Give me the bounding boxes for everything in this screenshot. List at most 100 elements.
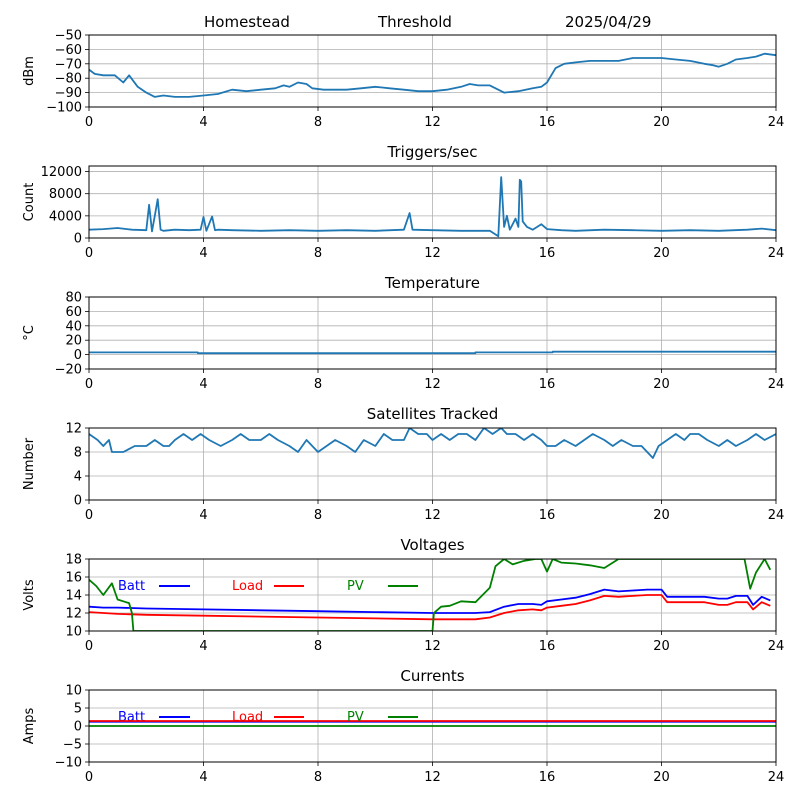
currents-legend-pv-label: PV <box>347 710 364 725</box>
satellites-xtick-label: 4 <box>199 508 207 523</box>
voltages-ytick-label: 14 <box>65 589 82 604</box>
signal-xtick-label: 4 <box>199 115 207 130</box>
voltages-legend-pv-label: PV <box>347 579 364 594</box>
signal-ytick-label: −80 <box>55 72 82 87</box>
temperature-xtick-label: 0 <box>85 377 93 392</box>
triggers-series-line <box>89 176 776 238</box>
satellites-series-line <box>89 428 776 459</box>
voltages-ytick-label: 12 <box>65 607 82 622</box>
voltages-xtick-label: 0 <box>85 639 93 654</box>
temperature-ytick-label: 80 <box>65 291 82 306</box>
signal-axes-frame <box>88 34 777 108</box>
signal-series-line <box>89 52 776 98</box>
currents-axes-frame <box>88 689 777 763</box>
currents-ytick-label: 10 <box>65 684 82 699</box>
satellites-xtick-label: 24 <box>768 508 785 523</box>
signal-ytick-label: −70 <box>55 57 82 72</box>
voltages-series-batt <box>89 588 771 614</box>
triggers-ytick-label: 4000 <box>49 209 82 224</box>
currents-xtick-label: 24 <box>768 770 785 785</box>
temperature-ylabel: °C <box>22 325 37 341</box>
voltages-ylabel: Volts <box>22 579 37 611</box>
voltages-xtick-label: 4 <box>199 639 207 654</box>
voltages-axes-frame <box>88 558 777 632</box>
satellites-xtick-label: 12 <box>424 508 441 523</box>
currents-xtick-label: 20 <box>653 770 670 785</box>
satellites-ytick-label: 12 <box>65 422 82 437</box>
voltages-legend-load-label: Load <box>232 579 263 594</box>
currents-ylabel: Amps <box>22 707 37 744</box>
triggers-ytick-label: 0 <box>74 232 82 247</box>
temperature-ytick-label: 40 <box>65 319 82 334</box>
temperature-xtick-label: 4 <box>199 377 207 392</box>
satellites-ytick-label: 8 <box>74 446 82 461</box>
satellites-axes-frame <box>88 427 777 501</box>
voltages-xtick-label: 16 <box>539 639 556 654</box>
signal-xtick-label: 24 <box>768 115 785 130</box>
satellites-xtick-label: 20 <box>653 508 670 523</box>
signal-ytick-label: −60 <box>55 43 82 58</box>
temperature-ytick-label: 20 <box>65 334 82 349</box>
voltages-ytick-label: 18 <box>65 553 82 568</box>
satellites-ylabel: Number <box>22 437 37 490</box>
voltages-legend-batt-label: Batt <box>118 579 145 594</box>
voltages-ytick-label: 16 <box>65 571 82 586</box>
temperature-title: Temperature <box>384 274 480 292</box>
triggers-xtick-label: 24 <box>768 246 785 261</box>
triggers-xtick-label: 8 <box>314 246 322 261</box>
temperature-ytick-label: 60 <box>65 305 82 320</box>
voltages-series-load <box>89 594 771 621</box>
triggers-xtick-label: 20 <box>653 246 670 261</box>
temperature-xtick-label: 20 <box>653 377 670 392</box>
voltages-xtick-label: 20 <box>653 639 670 654</box>
triggers-xtick-label: 0 <box>85 246 93 261</box>
currents-xtick-label: 12 <box>424 770 441 785</box>
temperature-series-line <box>89 350 776 355</box>
header-date: 2025/04/29 <box>565 13 651 31</box>
header-station: Homestead <box>204 13 290 31</box>
signal-xtick-label: 12 <box>424 115 441 130</box>
signal-ytick-label: −90 <box>55 86 82 101</box>
triggers-ytick-label: 12000 <box>41 165 82 180</box>
signal-ytick-label: −100 <box>46 101 82 116</box>
satellites-xtick-label: 0 <box>85 508 93 523</box>
temperature-ytick-label: −20 <box>55 363 82 378</box>
satellites-xtick-label: 16 <box>539 508 556 523</box>
voltages-xtick-label: 24 <box>768 639 785 654</box>
triggers-ylabel: Count <box>22 183 37 222</box>
satellites-title: Satellites Tracked <box>367 405 498 423</box>
signal-xtick-label: 16 <box>539 115 556 130</box>
temperature-xtick-label: 16 <box>539 377 556 392</box>
currents-legend-load-label: Load <box>232 710 263 725</box>
signal-xtick-label: 20 <box>653 115 670 130</box>
triggers-xtick-label: 4 <box>199 246 207 261</box>
signal-xtick-label: 8 <box>314 115 322 130</box>
currents-xtick-label: 4 <box>199 770 207 785</box>
signal-ytick-label: −50 <box>55 29 82 44</box>
currents-xtick-label: 16 <box>539 770 556 785</box>
triggers-axes-frame <box>88 165 777 239</box>
triggers-xtick-label: 16 <box>539 246 556 261</box>
currents-xtick-label: 0 <box>85 770 93 785</box>
signal-ylabel: dBm <box>22 56 37 86</box>
voltages-xtick-label: 12 <box>424 639 441 654</box>
temperature-xtick-label: 24 <box>768 377 785 392</box>
voltages-series-pv <box>89 559 772 631</box>
header-mode: Threshold <box>377 13 452 31</box>
currents-ytick-label: −10 <box>55 756 82 771</box>
temperature-xtick-label: 8 <box>314 377 322 392</box>
temperature-xtick-label: 12 <box>424 377 441 392</box>
triggers-xtick-label: 12 <box>424 246 441 261</box>
voltages-title: Voltages <box>400 536 464 554</box>
currents-ytick-label: −5 <box>63 738 82 753</box>
signal-xtick-label: 0 <box>85 115 93 130</box>
currents-xtick-label: 8 <box>314 770 322 785</box>
triggers-title: Triggers/sec <box>387 143 478 161</box>
temperature-ytick-label: 0 <box>74 348 82 363</box>
currents-legend-batt-label: Batt <box>118 710 145 725</box>
triggers-ytick-label: 8000 <box>49 187 82 202</box>
currents-ytick-label: 5 <box>74 702 82 717</box>
voltages-ytick-label: 10 <box>65 625 82 640</box>
